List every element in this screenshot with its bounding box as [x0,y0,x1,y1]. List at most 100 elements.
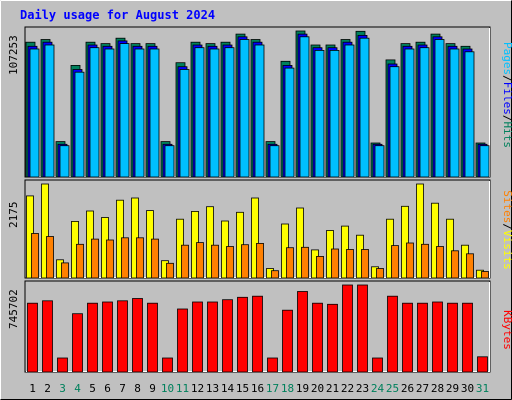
x-tick-label-30: 30 [461,382,474,395]
bar-kbytes-day-9 [147,302,158,373]
bar-pages-day-31 [479,145,490,178]
bar-pages-day-20 [314,50,325,178]
x-tick-label-24: 24 [371,382,385,395]
bar-sites-day-6 [106,239,114,279]
legend-entry-0-2: Files [501,82,512,115]
x-tick-label-3: 3 [59,382,66,395]
bar-kbytes-day-5 [87,302,98,373]
x-tick-label-6: 6 [104,382,111,395]
y-max-label-1: 2175 [7,202,20,229]
bar-kbytes-day-23 [357,284,368,373]
bar-sites-day-14 [226,246,234,279]
bar-kbytes-day-26 [402,302,413,373]
bar-sites-day-25 [391,245,399,279]
x-tick-label-25: 25 [386,382,399,395]
bar-kbytes-day-18 [282,309,293,373]
bar-pages-day-16 [254,44,265,178]
x-tick-label-17: 17 [266,382,279,395]
kbytes-panel: 745702 KBytes [7,280,512,373]
bar-visits-day-29 [446,218,454,279]
bar-pages-day-15 [239,39,250,178]
bar-pages-day-24 [374,145,385,178]
bar-pages-day-10 [164,145,175,178]
bar-kbytes-day-11 [177,308,188,373]
bar-visits-day-27 [416,183,424,279]
x-tick-label-13: 13 [206,382,219,395]
bar-pages-day-18 [284,67,295,178]
bar-pages-day-8 [134,48,145,178]
bar-visits-day-2 [41,183,49,279]
bar-pages-day-3 [59,145,70,178]
bar-pages-day-7 [119,43,130,178]
bar-sites-day-23 [361,249,369,279]
bar-pages-day-9 [149,48,160,178]
x-tick-label-26: 26 [401,382,414,395]
x-tick-label-28: 28 [431,382,444,395]
bar-kbytes-day-20 [312,302,323,373]
bar-pages-day-21 [329,50,340,178]
bar-pages-day-17 [269,145,280,178]
bar-kbytes-day-7 [117,300,128,373]
bar-kbytes-day-24 [372,357,383,373]
bar-sites-day-2 [46,236,54,279]
legend-entry-1-0: Sites [501,190,512,223]
bar-kbytes-day-15 [237,296,248,373]
bar-pages-day-12 [194,47,205,178]
x-tick-label-1: 1 [29,382,36,395]
bar-sites-day-4 [76,243,84,279]
bar-pages-day-4 [74,71,85,178]
bar-sites-day-26 [406,242,414,279]
bar-pages-day-28 [434,39,445,178]
bar-sites-day-31 [481,271,489,279]
bar-pages-day-30 [464,51,475,178]
legend-entry-0-0: Pages [501,42,512,75]
bar-kbytes-day-19 [297,291,308,373]
bar-kbytes-day-6 [102,301,113,373]
bar-pages-day-2 [44,44,55,178]
bar-kbytes-day-29 [447,302,458,373]
bar-sites-day-5 [91,238,99,279]
bar-kbytes-day-25 [387,295,398,373]
x-tick-label-8: 8 [134,382,141,395]
x-tick-label-16: 16 [251,382,264,395]
bar-kbytes-day-1 [27,302,38,373]
x-tick-label-7: 7 [119,382,126,395]
bar-kbytes-day-21 [327,303,338,373]
bar-pages-day-26 [404,48,415,178]
x-tick-label-20: 20 [311,382,324,395]
bar-sites-day-24 [376,268,384,279]
x-tick-label-29: 29 [446,382,459,395]
bar-pages-day-19 [299,36,310,178]
bar-pages-day-22 [344,44,355,178]
legend-entry-1-2: Visits [501,230,512,270]
bar-kbytes-day-13 [207,301,218,373]
bar-visits-day-19 [296,207,304,279]
visits-panel: 2175 Sites/Visits [7,179,512,279]
bar-kbytes-day-16 [252,295,263,373]
bar-kbytes-day-4 [72,313,83,373]
x-tick-label-14: 14 [221,382,235,395]
bar-kbytes-day-10 [162,357,173,373]
legend-0: Pages/Files/Hits [501,42,512,148]
bar-sites-day-22 [346,249,354,279]
bar-kbytes-day-12 [192,301,203,373]
bar-kbytes-day-22 [342,284,353,373]
x-tick-label-10: 10 [161,382,174,395]
bar-visits-day-28 [431,202,439,279]
x-tick-label-5: 5 [89,382,96,395]
legend-entry-0-4: Hits [501,122,512,149]
bar-sites-day-3 [61,262,69,279]
bar-sites-day-9 [151,238,159,279]
bar-sites-day-8 [136,237,144,279]
bar-kbytes-day-14 [222,299,233,373]
bar-pages-day-27 [419,47,430,178]
legend-1: Sites/Visits [501,190,512,270]
bar-pages-day-29 [449,48,460,178]
bar-sites-day-12 [196,242,204,279]
bar-pages-day-6 [104,48,115,178]
x-tick-label-9: 9 [149,382,156,395]
bar-kbytes-day-8 [132,298,143,373]
x-tick-label-15: 15 [236,382,249,395]
chart-title: Daily usage for August 2024 [20,8,215,22]
